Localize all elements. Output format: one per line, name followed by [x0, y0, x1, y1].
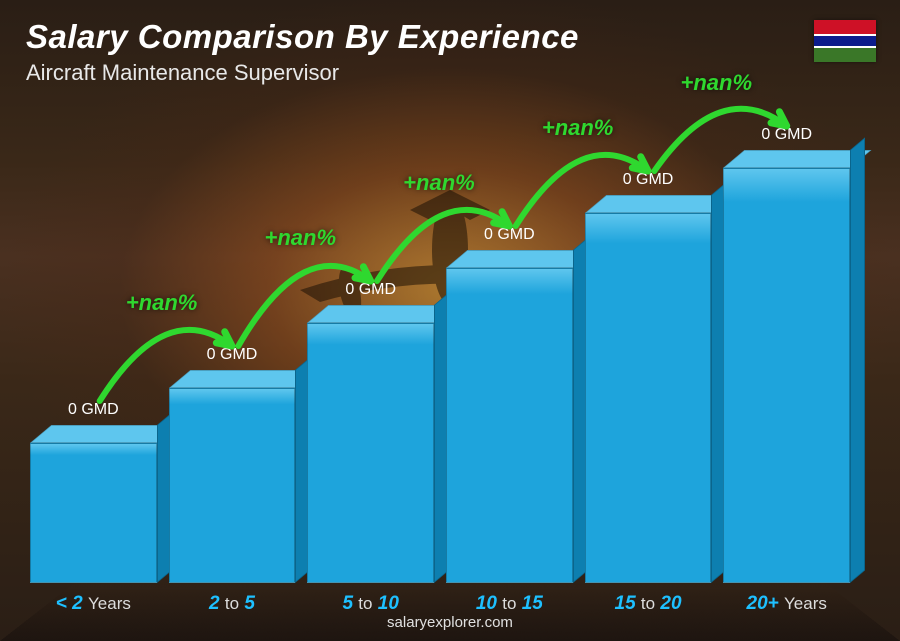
- bar-value-label: 0 GMD: [207, 346, 258, 364]
- bar: [446, 268, 573, 583]
- flag-stripe: [814, 36, 876, 45]
- x-axis-label: 5 to 10: [307, 593, 434, 615]
- bar: [169, 388, 296, 583]
- footer-source: salaryexplorer.com: [0, 614, 900, 631]
- bar-group: 0 GMD2 to 5: [169, 346, 296, 583]
- chart-title-block: Salary Comparison By Experience Aircraft…: [26, 18, 579, 86]
- x-axis-label: 10 to 15: [446, 593, 573, 615]
- bar-value-label: 0 GMD: [68, 401, 119, 419]
- bar-value-label: 0 GMD: [345, 281, 396, 299]
- bar: [723, 168, 850, 583]
- bar-group: 0 GMD15 to 20: [585, 171, 712, 583]
- bar-value-label: 0 GMD: [623, 171, 674, 189]
- flag-stripe: [814, 20, 876, 34]
- x-axis-label: 2 to 5: [169, 593, 296, 615]
- bar: [585, 213, 712, 583]
- percent-increase-label: +nan%: [681, 70, 753, 96]
- percent-increase-label: +nan%: [126, 290, 198, 316]
- bar: [30, 443, 157, 583]
- bar: [307, 323, 434, 583]
- x-axis-label: 15 to 20: [585, 593, 712, 615]
- bar-group: 0 GMD10 to 15: [446, 226, 573, 583]
- percent-increase-label: +nan%: [403, 170, 475, 196]
- bar-value-label: 0 GMD: [761, 126, 812, 144]
- chart-title: Salary Comparison By Experience: [26, 18, 579, 56]
- bar-value-label: 0 GMD: [484, 226, 535, 244]
- country-flag: [814, 20, 876, 62]
- percent-increase-label: +nan%: [265, 225, 337, 251]
- x-axis-label: < 2 Years: [30, 593, 157, 615]
- bar-group: 0 GMD5 to 10: [307, 281, 434, 583]
- chart-subtitle: Aircraft Maintenance Supervisor: [26, 60, 579, 86]
- bar-chart: 0 GMD< 2 Years0 GMD2 to 50 GMD5 to 100 G…: [30, 103, 850, 583]
- x-axis-label: 20+ Years: [723, 593, 850, 615]
- flag-stripe: [814, 48, 876, 62]
- bar-group: 0 GMD20+ Years: [723, 126, 850, 583]
- bar-group: 0 GMD< 2 Years: [30, 401, 157, 583]
- percent-increase-label: +nan%: [542, 115, 614, 141]
